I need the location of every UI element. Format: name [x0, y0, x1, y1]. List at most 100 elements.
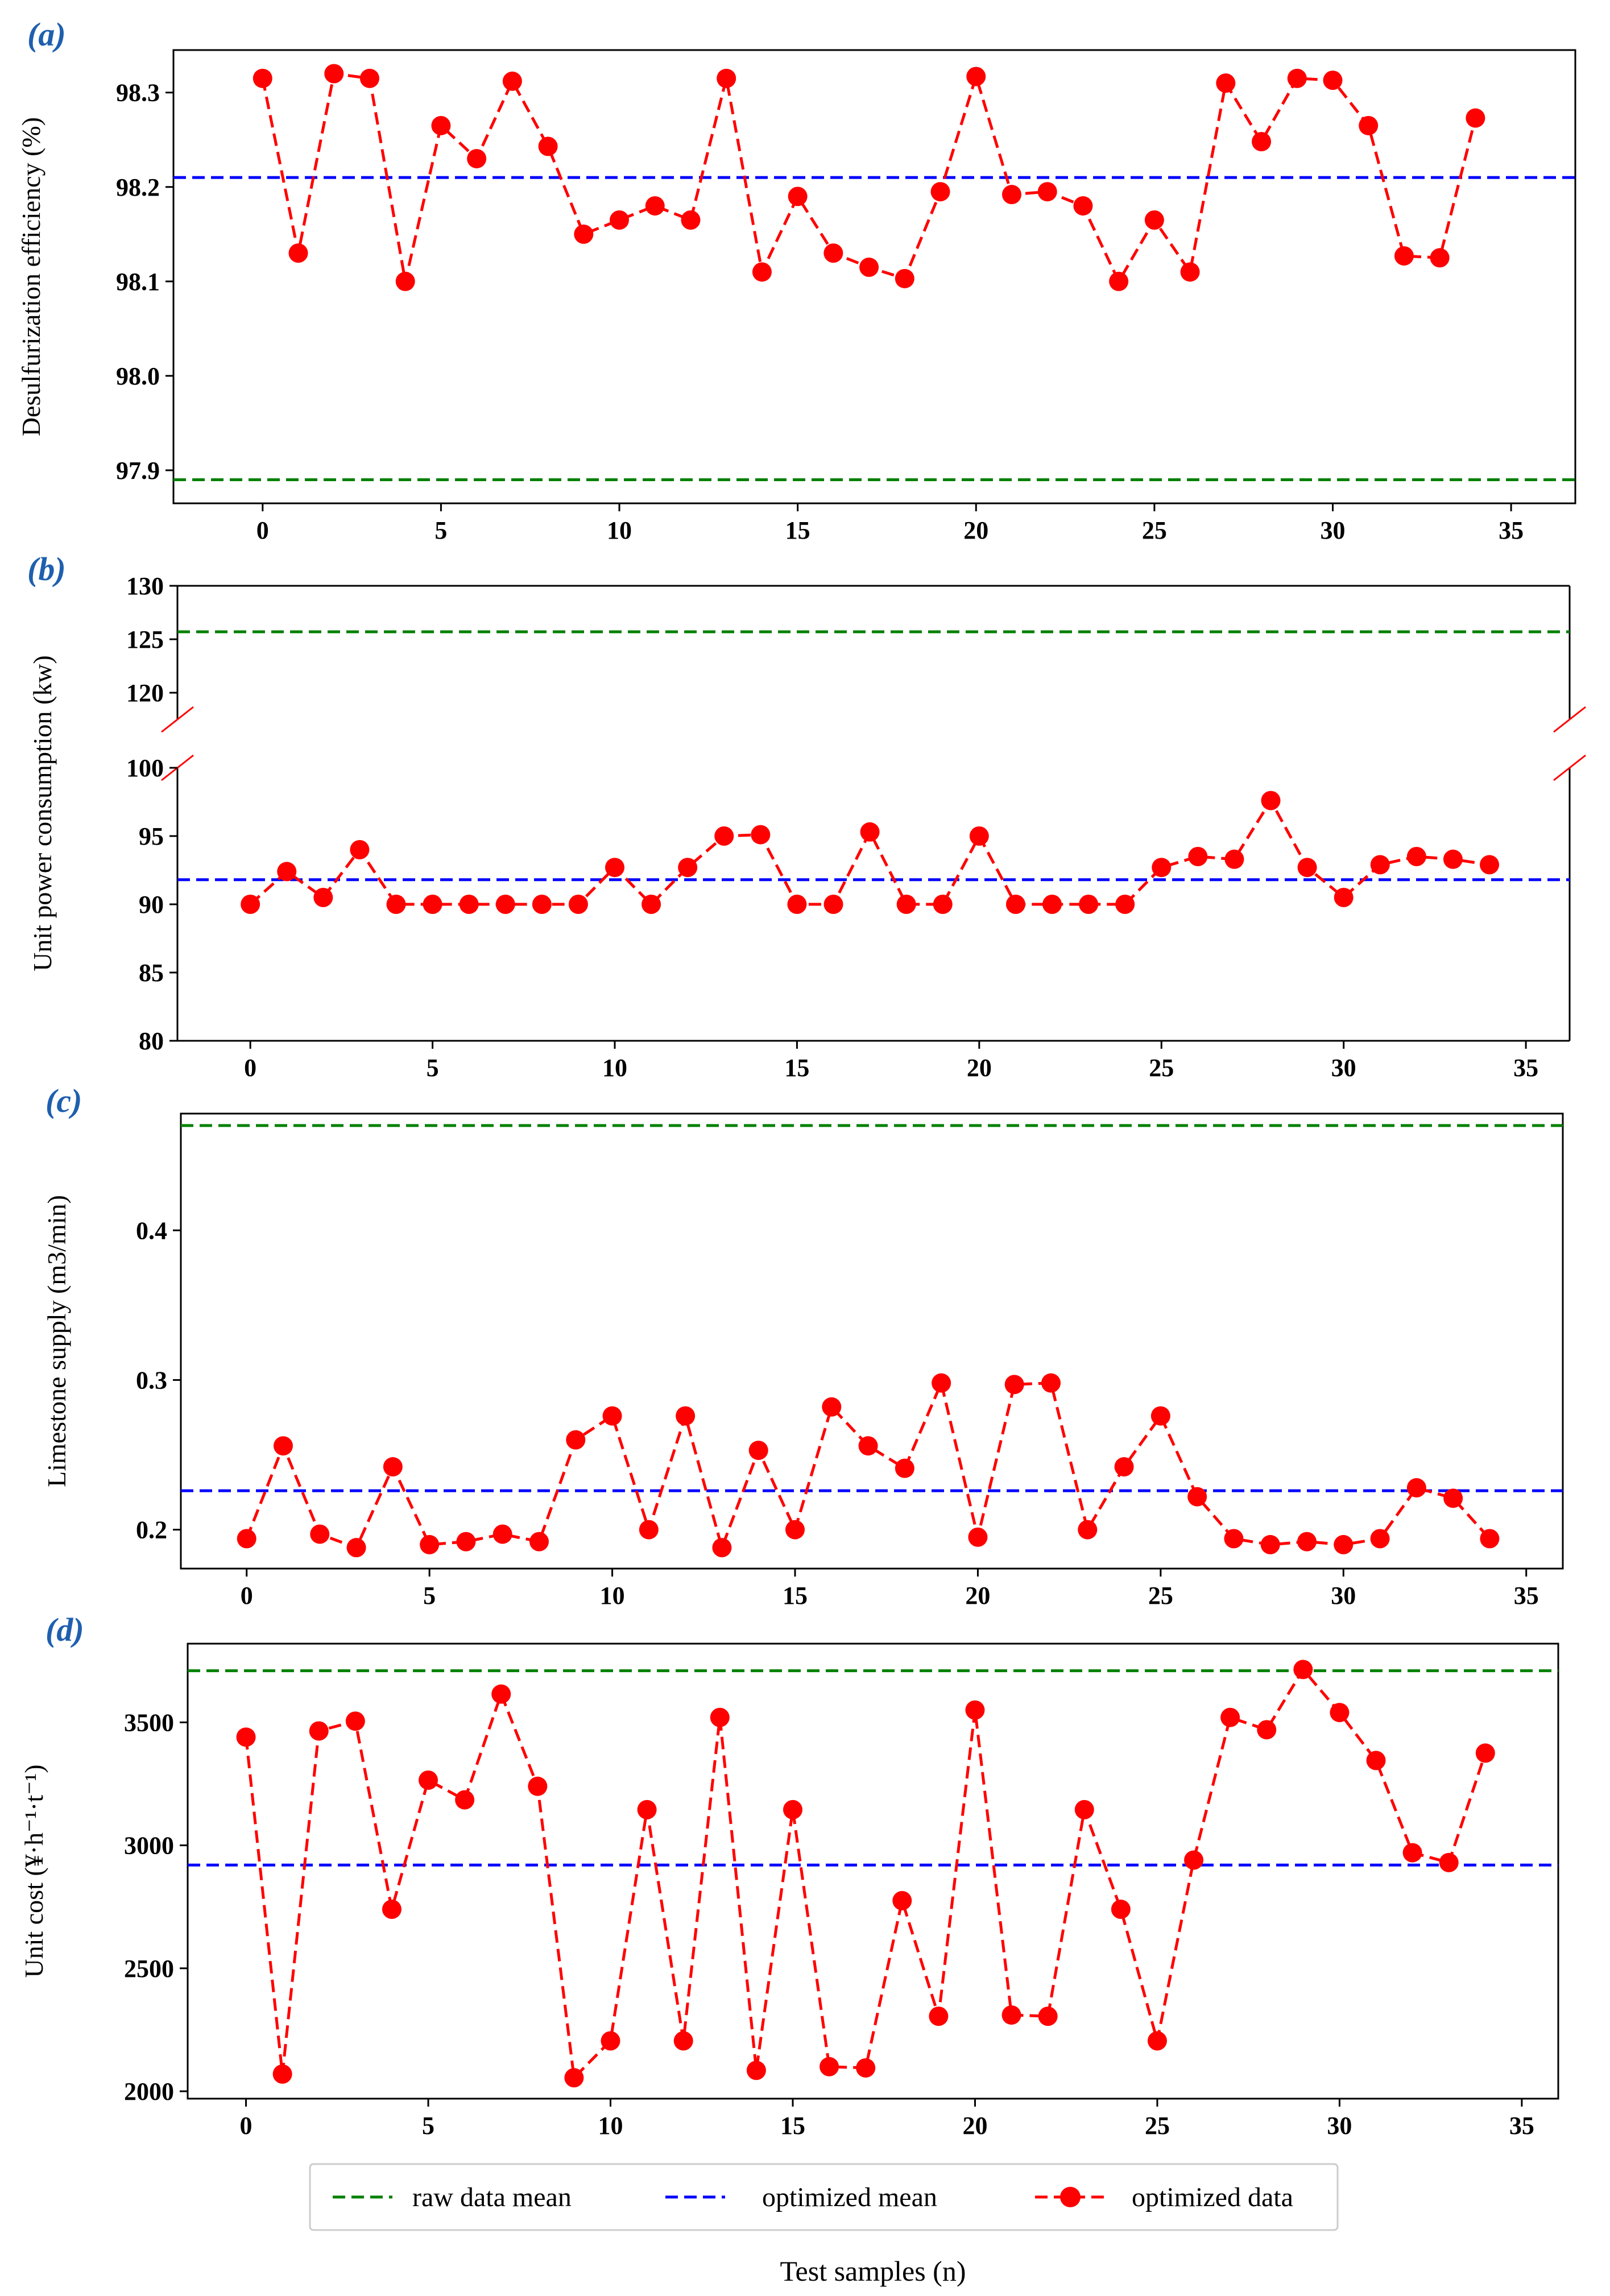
x-tick-label: 10: [600, 1582, 625, 1610]
optimized-data-point: [1297, 858, 1317, 878]
optimized-data-point: [859, 257, 879, 277]
legend-optimized-mean-label: optimized mean: [762, 2182, 937, 2212]
optimized-data-point: [896, 895, 916, 914]
optimized-data-point: [1041, 1373, 1061, 1393]
axes-frame: [187, 1643, 1559, 2100]
optimized-data-point: [1297, 1532, 1317, 1552]
y-tick-label: 98.2: [116, 173, 160, 201]
optimized-data-point: [1074, 1799, 1094, 1819]
optimized-data-point: [1261, 791, 1281, 810]
optimized-data-point: [1147, 2031, 1167, 2051]
optimized-data-point: [892, 1890, 912, 1910]
y-tick-label: 3500: [124, 1708, 174, 1736]
optimized-data-point: [1114, 1457, 1134, 1477]
optimized-data-point: [1042, 895, 1062, 914]
optimized-data-point: [309, 1721, 329, 1741]
optimized-data-point: [253, 68, 272, 88]
optimized-data-point: [359, 68, 379, 88]
optimized-data-point: [1466, 108, 1485, 128]
legend: raw data mean optimized mean optimized d…: [309, 2163, 1339, 2231]
optimized-data-point: [1187, 1487, 1207, 1507]
optimized-data-point: [1366, 1751, 1386, 1770]
optimized-data-line: [245, 1378, 1491, 1553]
optimized-data-point: [568, 895, 588, 914]
optimized-data-point: [895, 1458, 914, 1478]
x-tick-label: 25: [1145, 2112, 1170, 2140]
optimized-data-point: [274, 1436, 293, 1456]
optimized-data-point: [1287, 68, 1307, 88]
x-axis-label: Test samples (n): [780, 2255, 966, 2287]
optimized-data-point: [1370, 855, 1390, 875]
y-tick-label: 0.3: [136, 1366, 167, 1394]
legend-box: [309, 2163, 1339, 2231]
x-tick-label: 35: [1514, 1582, 1539, 1610]
optimized-data-point: [788, 187, 808, 206]
optimized-data-point: [350, 840, 370, 859]
panel-a: 0 5 10 15 20 25 30 35 97.9 98.0 98.1 98.2 98.3 Desulf…: [16, 16, 1576, 544]
x-tick-label: 15: [784, 1054, 809, 1082]
x-tick-label: 25: [1149, 1054, 1174, 1082]
optimized-data-point: [717, 68, 736, 88]
optimized-data-line: [249, 797, 1490, 907]
optimized-data-point: [1480, 855, 1500, 875]
optimized-data-point: [673, 2031, 693, 2051]
optimized-data-point: [1252, 132, 1272, 152]
x-tick-label: 30: [1331, 1054, 1356, 1082]
optimized-data-point: [1184, 1850, 1204, 1870]
optimized-data-point: [313, 888, 333, 907]
x-tick-label: 35: [1499, 516, 1524, 544]
x-tick-label: 35: [1509, 2112, 1534, 2140]
optimized-data-point: [532, 895, 552, 914]
optimized-data-point: [856, 2058, 876, 2078]
optimized-data-point: [933, 895, 953, 914]
optimized-data-point: [1144, 210, 1164, 230]
x-tick-label: 20: [965, 1582, 990, 1610]
optimized-data-point: [345, 1711, 365, 1731]
optimized-data-point: [860, 822, 880, 842]
optimized-data-point: [288, 243, 308, 263]
optimized-data-point: [748, 1441, 768, 1461]
axis-break-mark: [1553, 706, 1586, 733]
x-tick-label: 35: [1513, 1054, 1538, 1082]
optimized-data-point: [324, 64, 344, 84]
optimized-data-point: [419, 1770, 438, 1790]
optimized-data-point: [1180, 262, 1200, 282]
axis-break-mark: [1553, 754, 1586, 781]
optimized-data-point: [459, 895, 479, 914]
x-tick-label: 0: [241, 1582, 253, 1610]
x-tick-label: 25: [1148, 1582, 1173, 1610]
optimized-data-point: [605, 858, 625, 878]
legend-optimized-data-label: optimized data: [1132, 2182, 1293, 2212]
optimized-data-point: [1394, 246, 1414, 266]
panel-label: (d): [45, 1611, 84, 1648]
optimized-data-point: [1443, 1488, 1463, 1508]
optimized-data-point: [1475, 1743, 1495, 1763]
x-tick-label: 15: [785, 516, 810, 544]
x-tick-label: 30: [1320, 516, 1345, 544]
legend-raw-label: raw data mean: [412, 2182, 572, 2212]
optimized-data-point: [752, 262, 772, 282]
optimized-data-point: [1150, 1406, 1170, 1426]
optimized-data-point: [1038, 2007, 1058, 2026]
x-tick-label: 10: [607, 516, 632, 544]
optimized-data-point: [1001, 185, 1021, 205]
optimized-data-point: [538, 136, 558, 156]
y-tick-label: 95: [139, 822, 164, 850]
x-tick-label: 15: [780, 2112, 805, 2140]
y-axis-label: Unit power consumption (kw): [28, 655, 57, 971]
optimized-data-point: [895, 268, 914, 288]
y-axis-label: Limestone supply (m3/min): [42, 1195, 71, 1487]
optimized-data-point: [467, 148, 487, 168]
optimized-data-point: [746, 2061, 766, 2080]
optimized-data-point: [1216, 73, 1236, 93]
optimized-data-point: [1078, 1520, 1098, 1540]
optimized-data-point: [1001, 2005, 1021, 2025]
x-tick-label: 30: [1331, 1582, 1356, 1610]
y-tick-label: 98.3: [116, 79, 160, 107]
panel-b: 0 5 10 15 20 25 30 35 80 85 90 95 100 120 125 130 Unit p…: [27, 551, 1586, 1082]
optimized-data-point: [751, 825, 771, 845]
optimized-data-point: [787, 895, 807, 914]
optimized-data-point: [676, 1406, 696, 1426]
y-tick-label: 97.9: [116, 457, 160, 485]
optimized-data-point: [495, 895, 515, 914]
